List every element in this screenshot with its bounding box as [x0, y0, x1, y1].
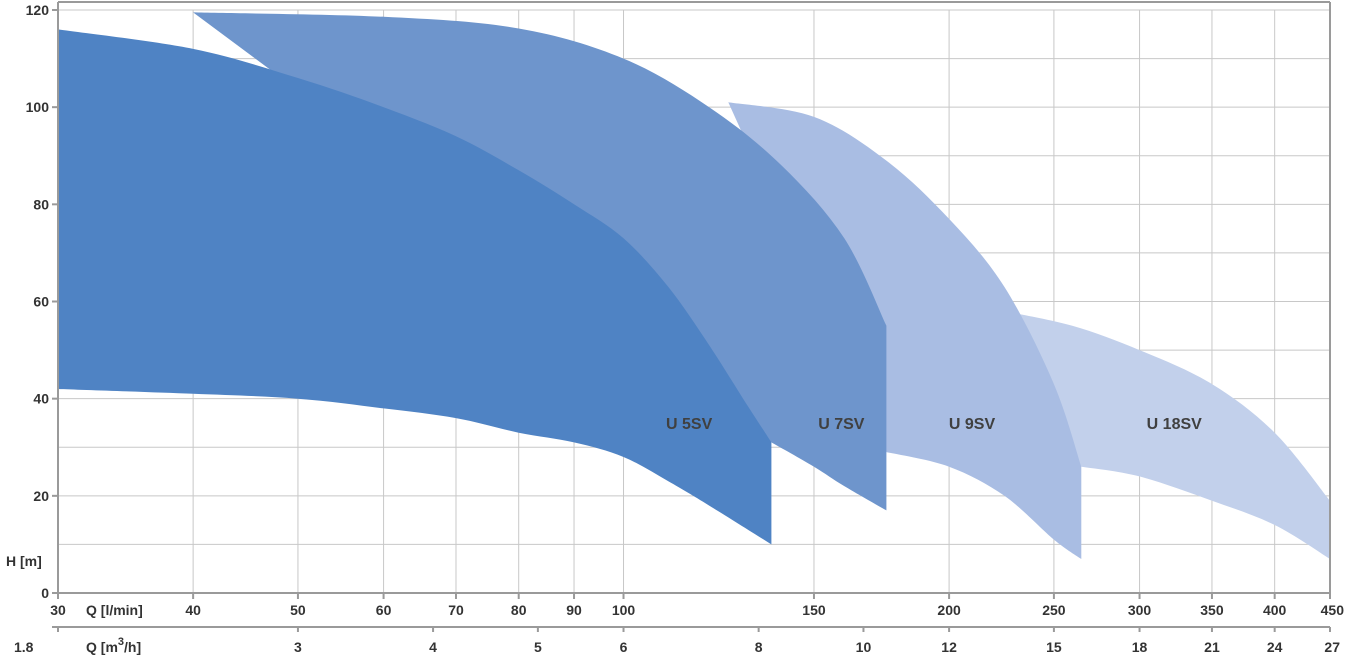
x-tick-label-lmin: 90: [566, 602, 582, 618]
curve-area-u-5sv: [58, 29, 772, 545]
curve-area-u-18sv: [1004, 311, 1330, 559]
y-axis-label: H [m]: [6, 553, 42, 569]
x-tick-label-lmin: 70: [448, 602, 464, 618]
x-tick-label-m3h: 21: [1204, 639, 1220, 655]
curve-areas: [58, 12, 1330, 560]
x-tick-label-lmin: 30: [50, 602, 66, 618]
curve-labels: U 5SV U 7SV U 9SV U 18SV: [666, 416, 1202, 433]
x-tick-label-lmin: 80: [511, 602, 527, 618]
x-tick-label-m3h: 5: [534, 639, 542, 655]
x-tick-label-lmin: 40: [185, 602, 201, 618]
x-tick-label-m3h: 4: [429, 639, 437, 655]
x-tick-label-m3h: 24: [1267, 639, 1283, 655]
x-tick-label-m3h: 6: [620, 639, 628, 655]
y-tick-label: 100: [26, 99, 50, 115]
y-tick-label: 60: [33, 294, 49, 310]
x-tick-label-lmin: 350: [1200, 602, 1224, 618]
x-axis-ticks-m3h: 1.8 3 4 5 6 8 10 12 15 18 21 24 27: [14, 627, 1340, 655]
x-axis-label-m3h: Q [m3/h]: [86, 636, 141, 655]
x-tick-label-m3h: 15: [1046, 639, 1062, 655]
x-tick-label-lmin: 150: [802, 602, 826, 618]
curve-label: U 18SV: [1147, 416, 1202, 433]
x-axis-ticks-lmin: 30 40 50 60 70 80 90 100 150 200 250 300 350 400 450: [50, 593, 1344, 618]
x-tick-label-m3h: 1.8: [14, 639, 34, 655]
x-axis-label-m3h-sup: 3: [118, 636, 124, 648]
x-tick-label-m3h: 18: [1132, 639, 1148, 655]
x-axis-label-m3h-main: Q [m: [86, 639, 118, 655]
plot-frame: [52, 1, 1331, 628]
curve-label: U 7SV: [818, 416, 865, 433]
x-tick-label-lmin: 250: [1042, 602, 1066, 618]
y-tick-label: 40: [33, 391, 49, 407]
x-tick-label-m3h: 27: [1324, 639, 1340, 655]
x-tick-label-lmin: 50: [290, 602, 306, 618]
x-axis-label-m3h-tail: /h]: [124, 639, 141, 655]
x-tick-label-m3h: 12: [941, 639, 957, 655]
y-axis-ticks: 0 20 40 60 80 100 120: [26, 2, 58, 601]
y-tick-label: 0: [41, 585, 49, 601]
x-tick-label-m3h: 10: [856, 639, 872, 655]
x-tick-label-lmin: 60: [376, 602, 392, 618]
x-tick-label-lmin: 300: [1128, 602, 1152, 618]
x-tick-label-lmin: 200: [937, 602, 961, 618]
x-tick-label-lmin: 450: [1321, 602, 1345, 618]
x-tick-label-lmin: 400: [1263, 602, 1287, 618]
y-tick-label: 20: [33, 488, 49, 504]
x-axis-label-lmin: Q [l/min]: [86, 602, 143, 618]
x-tick-label-m3h: 3: [294, 639, 302, 655]
x-tick-label-m3h: 8: [755, 639, 763, 655]
y-tick-label: 120: [26, 2, 50, 18]
y-tick-label: 80: [33, 196, 49, 212]
x-tick-label-lmin: 100: [612, 602, 636, 618]
curve-label: U 9SV: [949, 416, 996, 433]
curve-label: U 5SV: [666, 416, 713, 433]
